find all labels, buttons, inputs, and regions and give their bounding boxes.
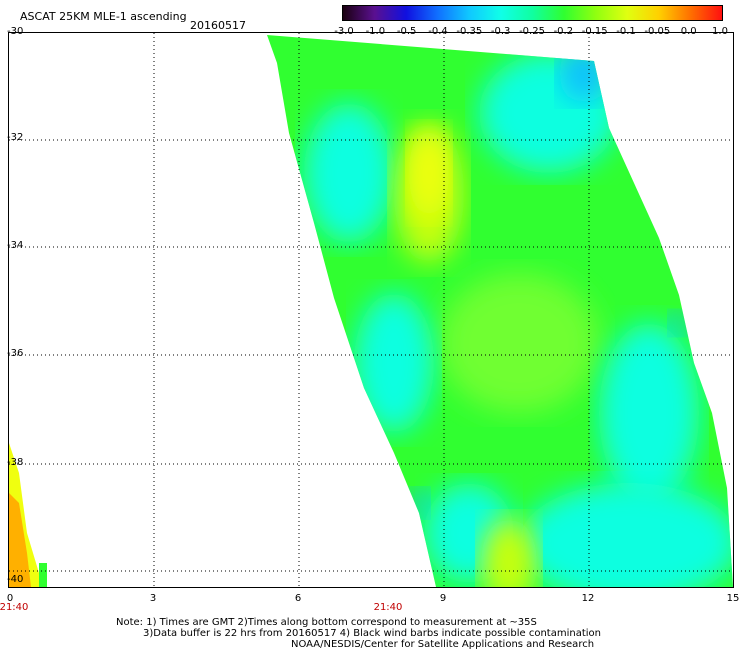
lat-label: -36	[7, 348, 24, 359]
footer-note-3: NOAA/NESDIS/Center for Satellite Applica…	[291, 639, 595, 650]
colorbar-label: -0.4	[428, 26, 448, 37]
lon-label: 0	[6, 593, 14, 604]
colorbar-label: -0.25	[519, 26, 545, 37]
patch-cyan-se	[519, 483, 733, 587]
map-svg	[9, 33, 733, 587]
lat-label: -38	[7, 457, 24, 468]
lon-label: 15	[726, 593, 740, 604]
colorbar-label: -0.05	[644, 26, 671, 37]
colorbar-label: 1.0	[712, 26, 728, 37]
lat-label: -30	[7, 26, 24, 37]
chart-title: ASCAT 25KM MLE-1 ascending	[20, 10, 187, 23]
colorbar-label: -0.2	[553, 26, 574, 37]
colorbar-label: -1.0	[365, 26, 386, 37]
footer-note-1: Note: 1) Times are GMT 2)Times along bot…	[116, 617, 537, 628]
colorbar-label: -0.5	[396, 26, 417, 37]
patch-cyan-e	[599, 323, 699, 503]
left-swath-orange	[9, 493, 31, 587]
patch-blue-sw	[409, 489, 429, 517]
patch-yellowgreen-s	[481, 518, 537, 587]
time-label-left: 21:40	[0, 602, 29, 613]
colorbar-label: -0.15	[581, 26, 608, 37]
lat-label: -34	[7, 240, 24, 251]
patch-cyan-sw	[354, 293, 434, 433]
lon-label: 9	[439, 593, 447, 604]
lon-label: 6	[294, 593, 302, 604]
patch-cyan-w	[304, 103, 394, 243]
time-label-mid: 21:40	[373, 602, 403, 613]
footer-note-2: 3)Data buffer is 22 hrs from 20160517 4)…	[143, 628, 601, 639]
patch-cyan-ne	[479, 53, 619, 173]
lat-label: -40	[7, 574, 24, 585]
swath-patches	[304, 43, 733, 587]
lon-label: 12	[581, 593, 595, 604]
colorbar-label: -0.35	[456, 26, 483, 37]
patch-lightgreen	[439, 273, 599, 413]
colorbar-label: 0.0	[680, 26, 697, 37]
patch-blue-e	[669, 311, 689, 335]
colorbar	[342, 5, 723, 21]
colorbar-label: -0.1	[616, 26, 636, 37]
colorbar-label: -3.0	[334, 26, 354, 37]
left-swath-green	[39, 563, 47, 587]
map-plot-area	[8, 32, 734, 588]
colorbar-label: -0.3	[490, 26, 511, 37]
lat-label: -32	[7, 132, 24, 143]
chart-date: 20160517	[190, 19, 246, 32]
patch-yellow	[409, 128, 449, 218]
lon-label: 3	[149, 593, 157, 604]
patch-blue-ne	[559, 43, 609, 103]
